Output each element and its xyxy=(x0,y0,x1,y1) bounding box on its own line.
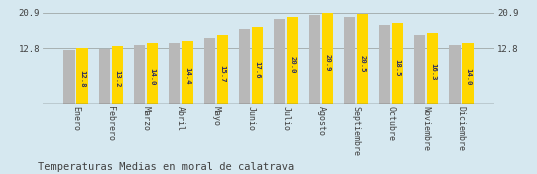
Bar xyxy=(414,35,425,104)
Bar xyxy=(217,35,228,104)
Bar xyxy=(449,45,461,104)
Bar xyxy=(204,38,215,104)
Text: 20.9: 20.9 xyxy=(324,54,331,72)
Text: 18.5: 18.5 xyxy=(395,59,401,77)
Bar xyxy=(287,17,298,104)
Bar xyxy=(63,50,75,104)
Text: 12.8: 12.8 xyxy=(79,70,85,88)
Bar xyxy=(99,49,110,104)
Text: 14.0: 14.0 xyxy=(465,68,471,85)
Text: 15.7: 15.7 xyxy=(220,65,226,82)
Bar xyxy=(322,13,333,104)
Bar xyxy=(252,27,263,104)
Bar xyxy=(112,46,123,104)
Bar xyxy=(344,17,355,104)
Bar xyxy=(274,19,285,104)
Text: 14.4: 14.4 xyxy=(184,67,190,85)
Bar xyxy=(169,43,180,104)
Text: Temperaturas Medias en moral de calatrava: Temperaturas Medias en moral de calatrav… xyxy=(38,162,294,172)
Bar xyxy=(357,14,368,104)
Bar xyxy=(427,33,438,104)
Bar xyxy=(239,29,250,104)
Bar xyxy=(182,41,193,104)
Bar xyxy=(76,48,88,104)
Bar xyxy=(147,43,158,104)
Bar xyxy=(379,25,390,104)
Bar xyxy=(309,15,320,104)
Text: 20.0: 20.0 xyxy=(289,56,295,74)
Text: 17.6: 17.6 xyxy=(255,61,260,78)
Bar xyxy=(392,23,403,104)
Text: 16.3: 16.3 xyxy=(430,63,436,81)
Bar xyxy=(134,45,145,104)
Text: 20.5: 20.5 xyxy=(360,55,366,73)
Bar xyxy=(462,43,474,104)
Text: 14.0: 14.0 xyxy=(149,68,155,85)
Text: 13.2: 13.2 xyxy=(114,70,120,87)
